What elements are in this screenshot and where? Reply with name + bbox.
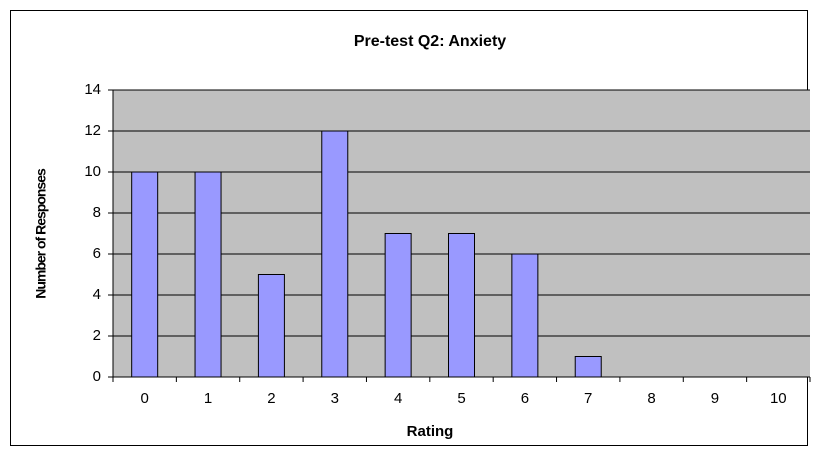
x-tick-label: 9 (711, 390, 719, 407)
y-tick-label: 10 (84, 163, 101, 180)
bar (131, 171, 159, 378)
bar (257, 274, 285, 378)
x-tick-label: 10 (770, 390, 787, 407)
bar (384, 233, 412, 378)
bar (511, 253, 539, 378)
y-tick-label: 2 (93, 327, 101, 344)
y-tick-label: 6 (93, 245, 101, 262)
x-tick-label: 5 (457, 390, 465, 407)
y-tick-label: 12 (84, 122, 101, 139)
y-tick-label: 4 (93, 286, 101, 303)
bar (321, 130, 349, 378)
x-tick-label: 2 (267, 390, 275, 407)
x-tick-label: 6 (521, 390, 529, 407)
bar (448, 233, 475, 378)
bar (574, 356, 602, 378)
x-tick-label: 0 (141, 390, 149, 407)
bar (194, 171, 222, 378)
x-axis-label: Rating (407, 423, 454, 440)
x-tick-label: 3 (331, 390, 339, 407)
x-tick-label: 8 (647, 390, 655, 407)
x-tick-label: 7 (584, 390, 592, 407)
y-tick-label: 0 (93, 368, 101, 385)
x-tick-label: 1 (204, 390, 212, 407)
y-tick-label: 14 (84, 81, 101, 98)
chart-title: Pre-test Q2: Anxiety (354, 33, 506, 50)
y-axis-label: Number of Responses (33, 168, 49, 299)
x-tick-label: 4 (394, 390, 402, 407)
y-tick-label: 8 (93, 204, 101, 221)
